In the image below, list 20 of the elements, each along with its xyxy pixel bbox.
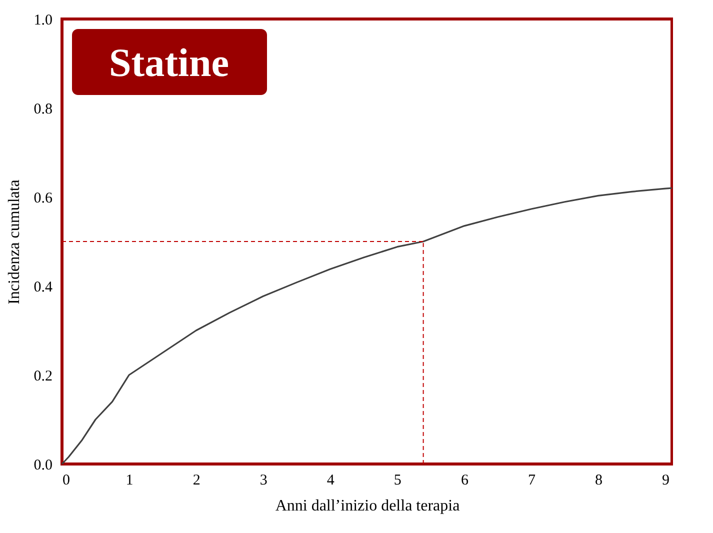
text: Statine — [109, 40, 229, 85]
y-tick-label: 0.8 — [34, 102, 52, 118]
x-tick-label: 8 — [595, 472, 603, 488]
x-tick-label: 6 — [460, 472, 469, 488]
x-tick-label: 5 — [394, 472, 402, 488]
y-tick-label: 0.0 — [34, 458, 52, 474]
x-tick-label: 2 — [192, 472, 200, 488]
x-tick-label: 9 — [662, 472, 670, 488]
y-axis-title: Incidenza cumulata — [6, 180, 23, 304]
y-tick-label: 0.2 — [34, 368, 52, 384]
y-tick-label: 0.6 — [34, 190, 53, 206]
x-tick-label: 0 — [62, 472, 70, 488]
y-tick-label: 0.4 — [34, 280, 53, 296]
x-tick-label: 4 — [326, 472, 335, 488]
y-tick-label: 1.0 — [34, 12, 52, 28]
line-series — [61, 187, 673, 465]
x-axis-title: Anni dall’inizio della terapia — [275, 498, 460, 514]
x-tick-label: 3 — [260, 472, 268, 488]
x-tick-label: 7 — [528, 472, 536, 488]
x-tick-label: 1 — [126, 472, 134, 488]
